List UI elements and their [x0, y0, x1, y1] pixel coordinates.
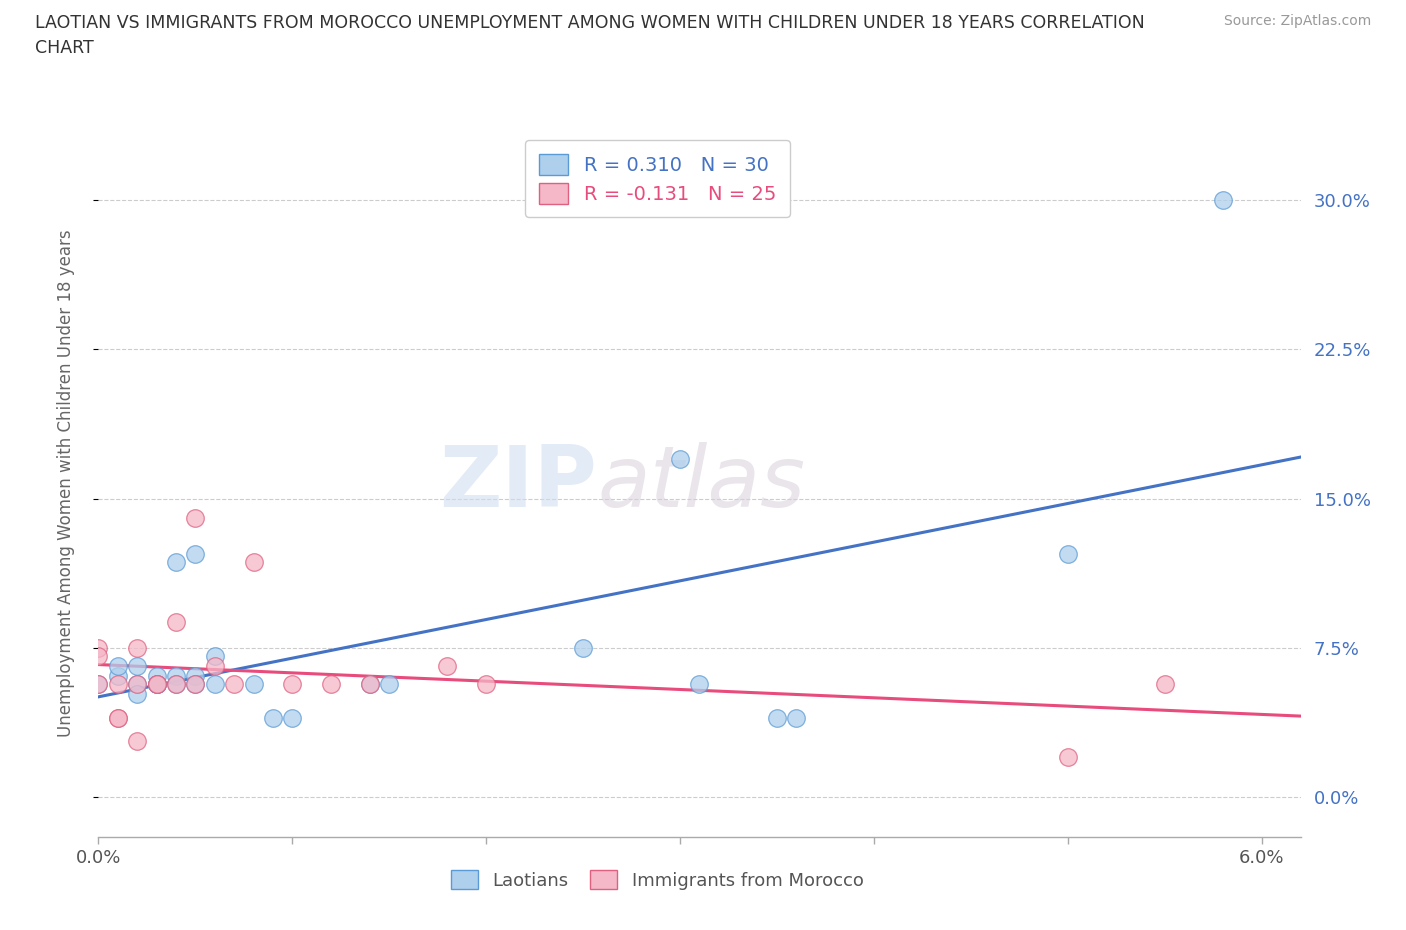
Point [145, 669, 167, 684]
Point [359, 676, 381, 691]
Point [87, 641, 110, 656]
Point [572, 641, 595, 656]
Point [145, 676, 167, 691]
Point [145, 676, 167, 691]
Point [689, 676, 711, 691]
Point [1057, 547, 1080, 562]
Point [107, 669, 129, 684]
Point [127, 641, 149, 656]
Point [127, 676, 149, 691]
Point [669, 451, 692, 466]
Point [145, 676, 167, 691]
Point [204, 648, 226, 663]
Legend: Laotians, Immigrants from Morocco: Laotians, Immigrants from Morocco [441, 860, 873, 898]
Point [127, 658, 149, 673]
Point [107, 711, 129, 725]
Text: CHART: CHART [35, 39, 94, 57]
Text: LAOTIAN VS IMMIGRANTS FROM MOROCCO UNEMPLOYMENT AMONG WOMEN WITH CHILDREN UNDER : LAOTIAN VS IMMIGRANTS FROM MOROCCO UNEMP… [35, 14, 1144, 32]
Point [1212, 193, 1234, 207]
Point [281, 711, 304, 725]
Y-axis label: Unemployment Among Women with Children Under 18 years: Unemployment Among Women with Children U… [56, 230, 75, 737]
Point [242, 555, 264, 570]
Point [165, 676, 187, 691]
Point [165, 615, 187, 630]
Point [319, 676, 342, 691]
Text: Source: ZipAtlas.com: Source: ZipAtlas.com [1223, 14, 1371, 28]
Point [204, 658, 226, 673]
Point [359, 676, 381, 691]
Text: atlas: atlas [598, 442, 806, 525]
Point [107, 658, 129, 673]
Point [184, 676, 207, 691]
Point [127, 686, 149, 701]
Point [436, 658, 458, 673]
Point [145, 676, 167, 691]
Point [87, 648, 110, 663]
Point [107, 676, 129, 691]
Point [184, 547, 207, 562]
Point [281, 676, 304, 691]
Point [242, 676, 264, 691]
Point [165, 669, 187, 684]
Point [204, 676, 226, 691]
Point [107, 711, 129, 725]
Point [1153, 676, 1175, 691]
Point [184, 669, 207, 684]
Point [184, 511, 207, 525]
Point [766, 711, 789, 725]
Point [87, 676, 110, 691]
Point [378, 676, 401, 691]
Point [127, 734, 149, 749]
Point [262, 711, 284, 725]
Point [127, 676, 149, 691]
Point [1057, 750, 1080, 764]
Point [475, 676, 498, 691]
Point [165, 676, 187, 691]
Point [165, 555, 187, 570]
Point [87, 676, 110, 691]
Point [184, 676, 207, 691]
Text: ZIP: ZIP [440, 442, 598, 525]
Point [785, 711, 807, 725]
Point [145, 676, 167, 691]
Point [224, 676, 246, 691]
